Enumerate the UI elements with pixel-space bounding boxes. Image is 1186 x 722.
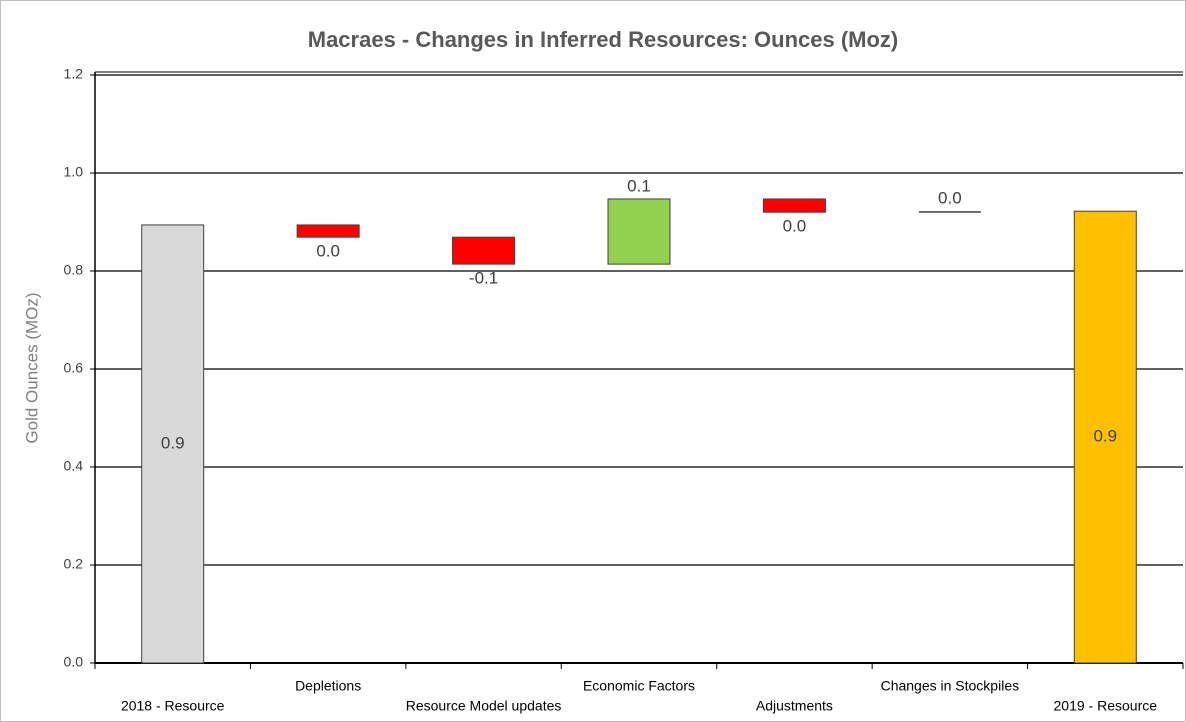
data-label: 0.0 — [938, 189, 962, 208]
y-tick-label: 0.6 — [64, 360, 84, 376]
x-tick-label: 2019 - Resource — [1054, 698, 1158, 714]
x-tick-label: Resource Model updates — [406, 698, 562, 714]
x-tick-label: Economic Factors — [583, 678, 695, 694]
x-tick-label: Adjustments — [756, 698, 833, 714]
data-label: 0.9 — [161, 433, 185, 452]
chart-title: Macraes - Changes in Inferred Resources:… — [308, 27, 899, 52]
y-tick-label: 1.0 — [64, 164, 84, 180]
data-label: -0.1 — [469, 269, 498, 288]
x-tick-label: 2018 - Resource — [121, 698, 225, 714]
data-label: 0.0 — [783, 217, 807, 236]
data-label: 0.0 — [316, 242, 340, 261]
y-tick-label: 0.2 — [64, 556, 84, 572]
bar — [607, 198, 671, 265]
bar — [452, 236, 516, 265]
x-tick-label: Depletions — [295, 678, 361, 694]
y-tick-label: 1.2 — [64, 66, 84, 82]
y-tick-label: 0.8 — [64, 262, 84, 278]
bar — [296, 224, 360, 238]
data-label: 0.9 — [1093, 427, 1117, 446]
y-tick-label: 0.4 — [64, 458, 84, 474]
x-tick-label: Changes in Stockpiles — [881, 678, 1020, 694]
bar — [762, 198, 826, 213]
bar — [1073, 210, 1137, 664]
y-tick-label: 0.0 — [64, 654, 84, 670]
data-label: 0.1 — [627, 176, 651, 195]
y-axis-label: Gold Ounces (MOz) — [22, 292, 41, 443]
bar — [141, 224, 205, 664]
bar — [918, 211, 981, 213]
